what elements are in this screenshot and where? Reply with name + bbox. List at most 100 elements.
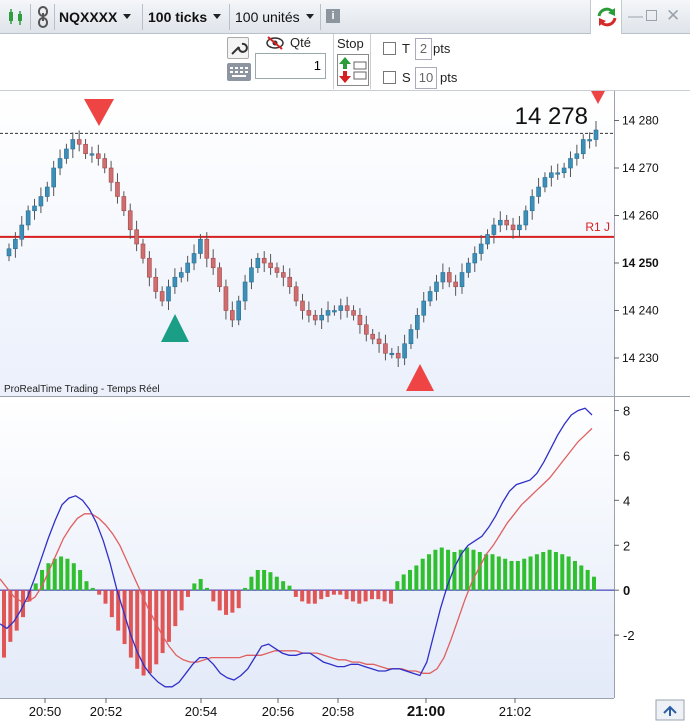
histogram-bar — [312, 590, 317, 604]
histogram-bar — [27, 590, 32, 602]
histogram-bar — [414, 565, 419, 591]
chevron-down-icon — [123, 14, 132, 19]
link-icon[interactable] — [35, 6, 51, 28]
top-toolbar: NQXXXX 100 ticks 100 unités i — ✕ — [0, 0, 690, 34]
candle — [32, 205, 37, 212]
instrument-selector[interactable]: NQXXXX — [59, 3, 132, 30]
histogram-bar — [90, 587, 95, 591]
histogram-bar — [255, 569, 260, 591]
candle — [178, 272, 184, 278]
candle — [44, 186, 50, 197]
candle — [587, 139, 592, 142]
histogram-bar — [465, 547, 470, 591]
time-axis-label: 20:54 — [185, 704, 218, 719]
source-label: ProRealTime Trading - Temps Réel — [4, 384, 160, 395]
histogram-bar — [84, 581, 89, 591]
histogram-bar — [553, 551, 558, 591]
keyboard-icon — [230, 67, 248, 77]
histogram-bar — [65, 558, 70, 591]
candle — [102, 158, 108, 169]
qty-label: Qté — [290, 35, 311, 50]
price-axis-label: 14 240 — [622, 304, 659, 318]
histogram-bar — [287, 585, 292, 591]
chart-svg[interactable]: 14 280 14 270 14 260 14 250 14 240 14 230 8 6 4 2… — [0, 91, 690, 722]
histogram-bar — [331, 590, 336, 595]
candle — [312, 314, 318, 321]
keyboard-button[interactable] — [227, 63, 251, 81]
candle — [83, 143, 88, 155]
histogram-bar — [128, 590, 133, 658]
histogram-bar — [382, 590, 387, 602]
t-checkbox[interactable] — [383, 42, 396, 55]
t-points-input[interactable]: 2 — [415, 38, 432, 60]
histogram-bar — [357, 590, 362, 604]
candle — [568, 158, 573, 169]
candle — [70, 139, 76, 150]
candle — [478, 243, 484, 254]
candle — [127, 210, 133, 231]
histogram-bar — [268, 572, 273, 591]
candle — [96, 153, 101, 159]
histogram-bar — [338, 590, 343, 595]
candle — [274, 267, 280, 273]
s-checkbox[interactable] — [383, 71, 396, 84]
time-axis-label: 21:00 — [407, 703, 445, 720]
instrument-label: NQXXXX — [59, 8, 118, 25]
histogram-bar — [211, 590, 216, 602]
histogram-bar — [198, 578, 203, 591]
indicator-axis-label: 2 — [623, 538, 630, 553]
units-selector[interactable]: 100 unités — [235, 3, 314, 30]
histogram-bar — [230, 590, 235, 613]
candle — [453, 281, 458, 288]
histogram-bar — [116, 590, 121, 631]
candle — [268, 262, 273, 269]
info-icon[interactable]: i — [326, 9, 340, 23]
candle — [440, 272, 446, 283]
candlestick-chart-icon[interactable] — [6, 7, 26, 27]
settings-button[interactable] — [227, 37, 249, 59]
stop-button[interactable]: Stop — [333, 34, 371, 89]
candle — [523, 210, 529, 226]
s-label: S — [402, 70, 411, 85]
expand-button[interactable] — [655, 699, 685, 721]
price-axis-label: 14 230 — [622, 351, 659, 365]
histogram-bar — [274, 576, 279, 591]
histogram-bar — [179, 590, 184, 611]
histogram-bar — [21, 590, 26, 618]
qty-input[interactable]: 1 — [255, 53, 326, 79]
candle — [446, 272, 452, 283]
candle — [427, 291, 433, 302]
candle — [287, 276, 293, 288]
time-axis-label: 20:56 — [262, 704, 295, 719]
histogram-bar — [249, 576, 254, 591]
sell-arrow — [591, 91, 605, 104]
histogram-bar — [509, 560, 514, 591]
candle — [549, 172, 554, 178]
candle — [510, 224, 516, 231]
minimize-icon[interactable]: — — [628, 8, 643, 25]
maximize-icon[interactable] — [646, 10, 657, 21]
hidden-eye-icon[interactable] — [265, 36, 285, 50]
histogram-bar — [560, 554, 565, 591]
histogram-bar — [401, 574, 406, 591]
histogram-bar — [262, 569, 267, 591]
histogram-bar — [433, 549, 438, 591]
candle — [242, 281, 248, 302]
refresh-button[interactable] — [590, 0, 622, 34]
candle — [459, 272, 465, 288]
candle — [172, 276, 178, 288]
slow-line — [0, 427, 593, 674]
candle — [364, 324, 369, 335]
histogram-bar — [579, 565, 584, 591]
histogram-bar — [281, 581, 286, 591]
s-points-input[interactable]: 10 — [415, 67, 437, 89]
histogram-bar — [458, 549, 463, 591]
close-icon[interactable]: ✕ — [666, 6, 681, 25]
candle — [134, 229, 139, 245]
histogram-bar — [547, 549, 552, 591]
histogram-bar — [534, 554, 539, 591]
indicator-axis-label: 4 — [623, 493, 630, 508]
ticks-selector[interactable]: 100 ticks — [148, 3, 222, 30]
chart-panel[interactable]: 14 280 14 270 14 260 14 250 14 240 14 230 8 6 4 2… — [0, 91, 690, 722]
histogram-bar — [369, 590, 374, 600]
